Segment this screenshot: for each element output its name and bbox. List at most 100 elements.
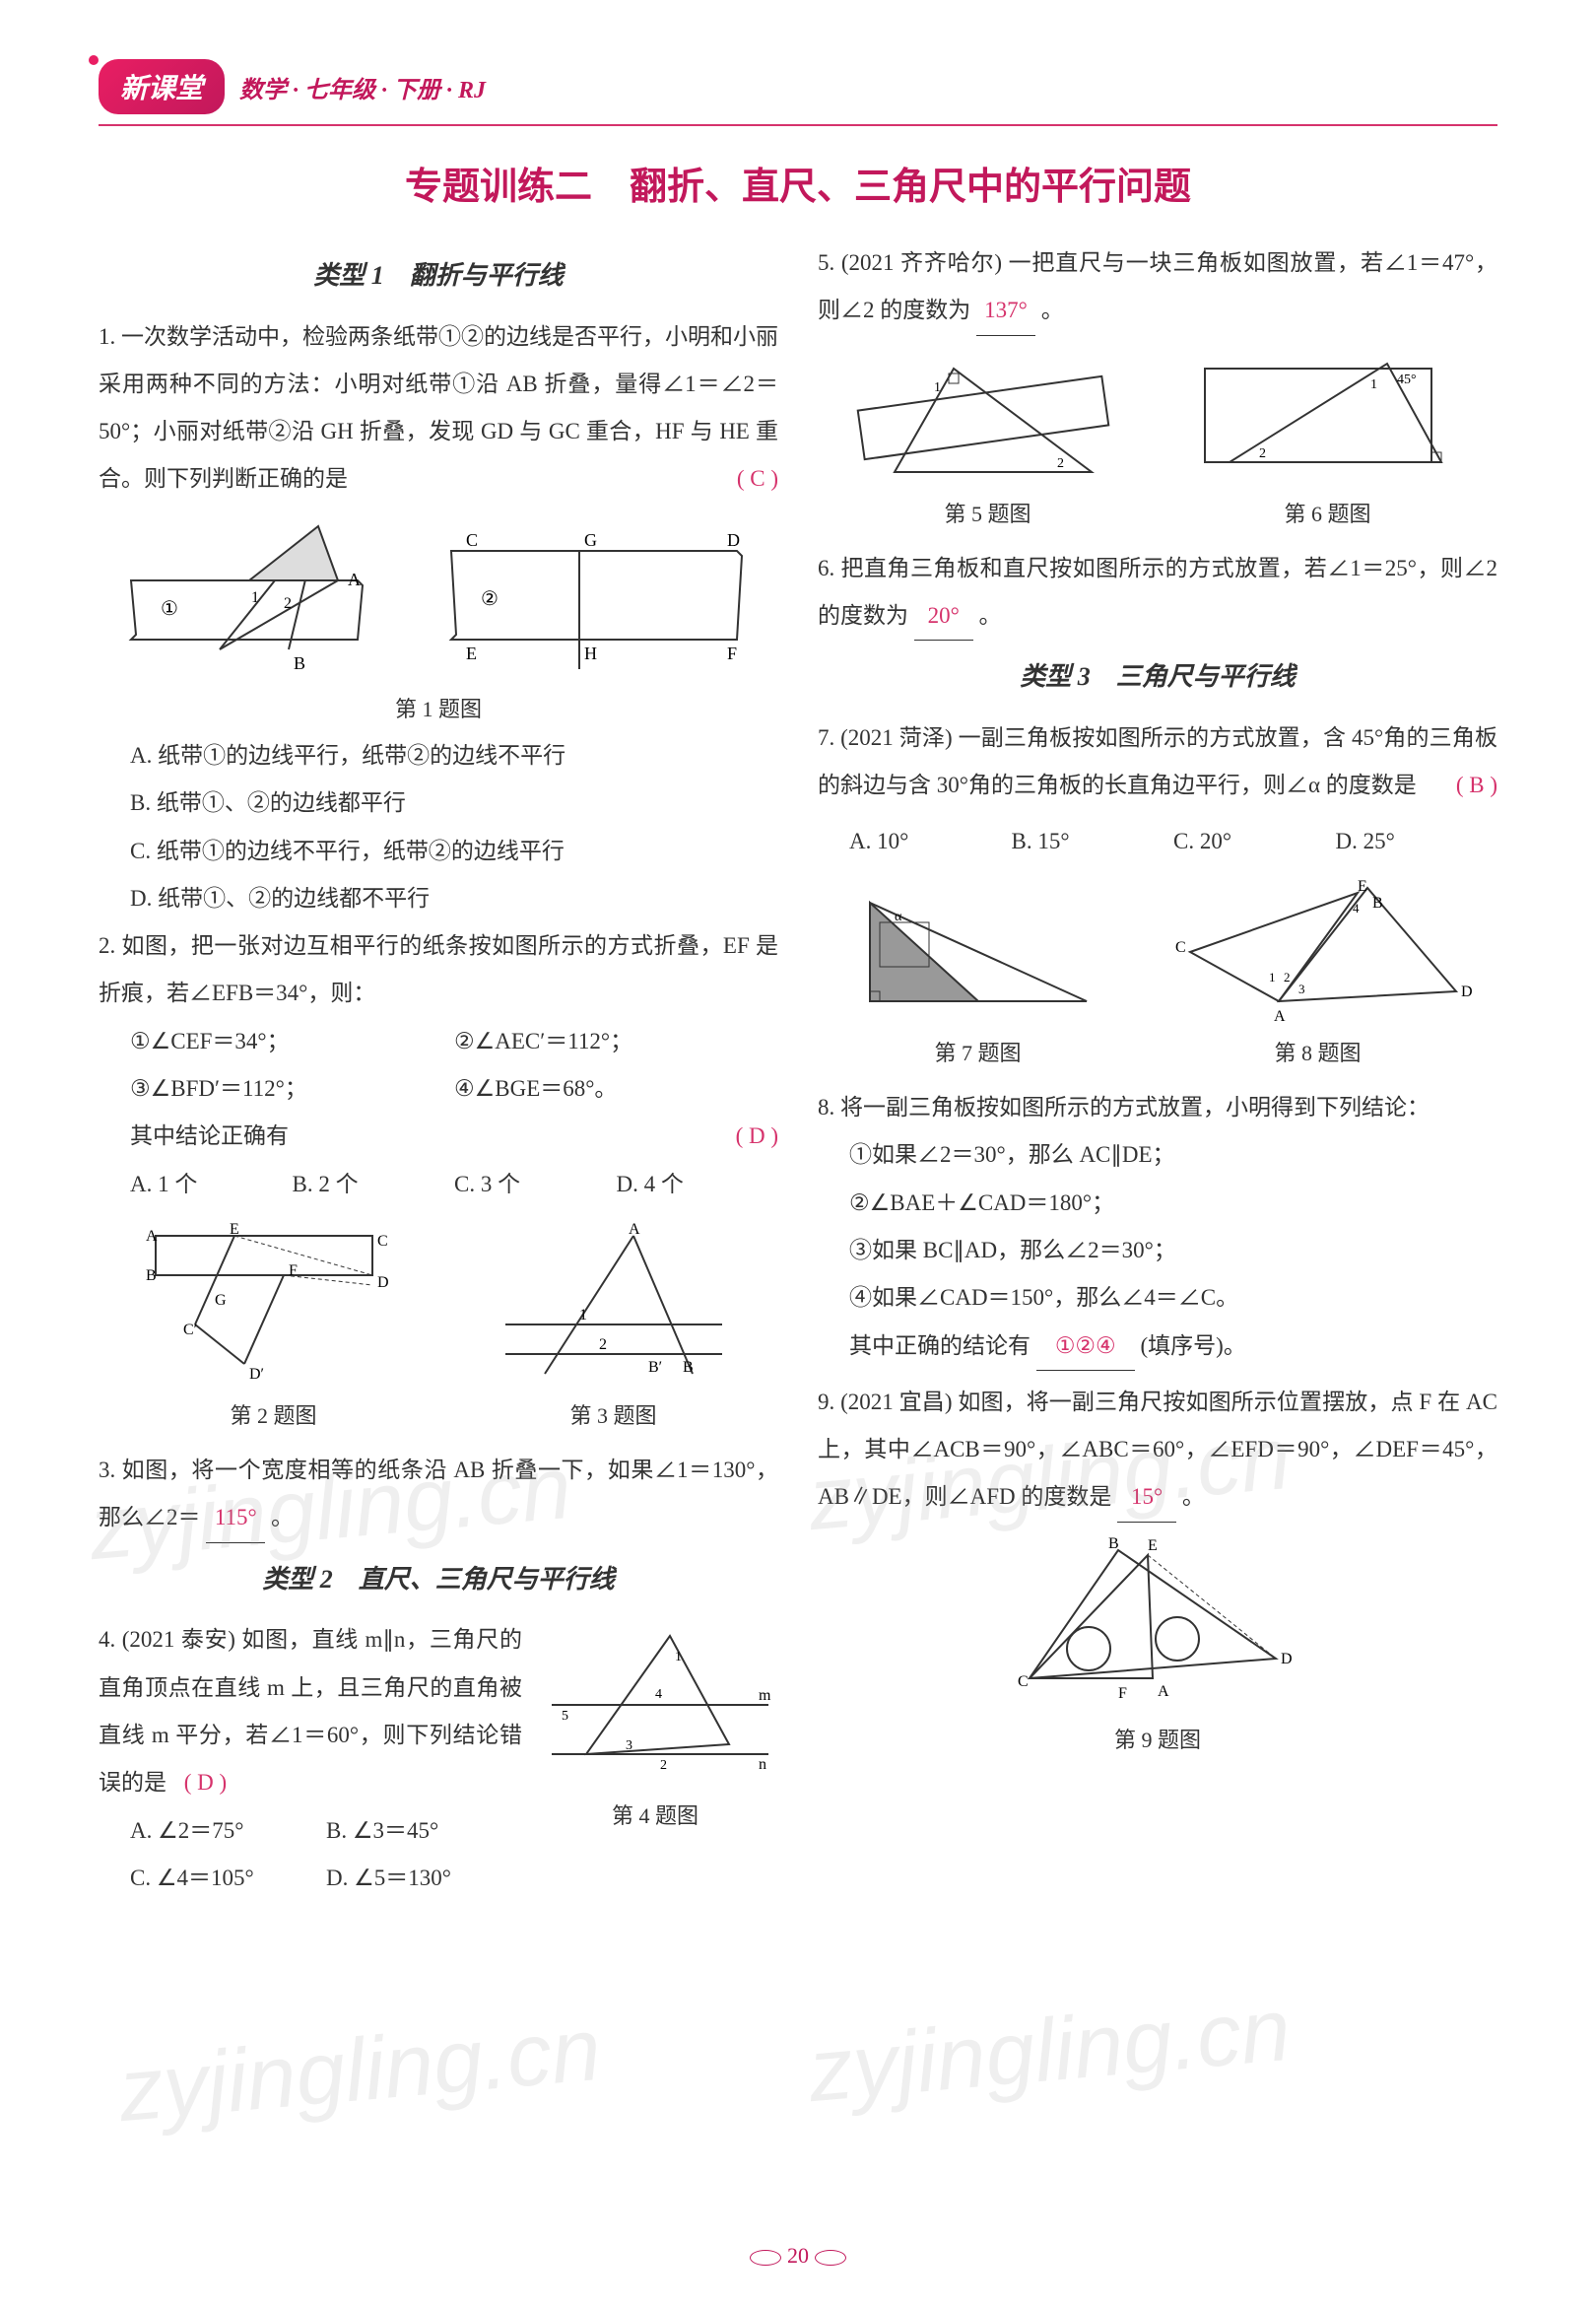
svg-text:α: α [895, 910, 902, 924]
figure-6: 45° 1 2 [1185, 344, 1471, 492]
problem-5-text: 5. (2021 齐齐哈尔) 一把直尺与一块三角板如图放置，若∠1＝47°，则∠… [818, 250, 1497, 322]
svg-text:1: 1 [1370, 377, 1377, 392]
problem-2: 2. 如图，把一张对边互相平行的纸条按如图所示的方式折叠，EF 是折痕，若∠EF… [99, 922, 778, 1208]
figure-2-3-row: A E C B F D G C′ D′ 第 2 题图 A 1 2 B [99, 1216, 778, 1439]
figure-1-label: 第 1 题图 [99, 687, 778, 732]
problem-4-opt-d: D. ∠5＝130° [326, 1855, 522, 1902]
section-3-title: 类型 3 三角尺与平行线 [818, 650, 1497, 705]
watermark-3: zyjingling.cn [114, 2000, 604, 2142]
svg-text:F: F [1118, 1685, 1127, 1702]
problem-4-opt-a: A. ∠2＝75° [130, 1807, 326, 1855]
watermark-4: zyjingling.cn [804, 1980, 1294, 2123]
svg-text:E: E [1358, 878, 1367, 895]
figure-9: B E C F A D [1000, 1530, 1315, 1718]
problem-5-answer: 137° [976, 287, 1035, 335]
problem-7-answer: ( B ) [1456, 762, 1497, 809]
problem-7-opt-c: C. 20° [1173, 818, 1336, 865]
figure-7: α [840, 873, 1116, 1031]
problem-8-line3: ③如果 BC∥AD，那么∠2＝30°； [818, 1227, 1497, 1274]
svg-text:1: 1 [579, 1307, 587, 1324]
problem-8-line2: ②∠BAE＋∠CAD＝180°； [818, 1180, 1497, 1227]
svg-text:E: E [1148, 1537, 1158, 1554]
problem-8-text: 8. 将一副三角板按如图所示的方式放置，小明得到下列结论： [818, 1084, 1497, 1131]
figure-5: 1 2 [845, 344, 1131, 492]
problem-1-text: 1. 一次数学活动中，检验两条纸带①②的边线是否平行，小明和小丽采用两种不同的方… [99, 324, 778, 492]
problem-3: 3. 如图，将一个宽度相等的纸条沿 AB 折叠一下，如果∠1＝130°，那么∠2… [99, 1447, 778, 1543]
svg-text:3: 3 [626, 1738, 632, 1753]
problem-5-period: 。 [1041, 298, 1064, 322]
svg-text:E: E [466, 644, 477, 663]
problem-8-answer: ①②④ [1036, 1323, 1135, 1371]
problem-8: 8. 将一副三角板按如图所示的方式放置，小明得到下列结论： ①如果∠2＝30°，… [818, 1084, 1497, 1371]
right-column: 5. (2021 齐齐哈尔) 一把直尺与一块三角板如图放置，若∠1＝47°，则∠… [818, 239, 1497, 1910]
problem-2-opt-c: C. 3 个 [454, 1161, 617, 1208]
svg-text:4: 4 [655, 1687, 662, 1702]
figure-2-label: 第 2 题图 [136, 1393, 412, 1439]
problem-1: 1. 一次数学活动中，检验两条纸带①②的边线是否平行，小明和小丽采用两种不同的方… [99, 313, 778, 504]
svg-text:D: D [727, 530, 740, 550]
problem-2-text: 2. 如图，把一张对边互相平行的纸条按如图所示的方式折叠，EF 是折痕，若∠EF… [99, 922, 778, 1018]
svg-text:H: H [584, 644, 597, 663]
figure-1-right: ② C G D E H F [441, 511, 757, 679]
figure-9-label: 第 9 题图 [818, 1718, 1497, 1763]
svg-text:5: 5 [562, 1709, 568, 1724]
figure-8: C A E B D 1 2 3 4 [1161, 873, 1476, 1031]
figure-6-label: 第 6 题图 [1185, 492, 1471, 537]
svg-text:m: m [759, 1687, 771, 1704]
problem-2-opt-d: D. 4 个 [617, 1161, 779, 1208]
problem-2-line1: ①∠CEF＝34°； [130, 1018, 454, 1065]
svg-text:2: 2 [1057, 456, 1064, 471]
problem-4-opt-b: B. ∠3＝45° [326, 1807, 522, 1855]
svg-text:A: A [1274, 1008, 1286, 1025]
problem-9-answer: 15° [1117, 1473, 1176, 1522]
figure-3: A 1 2 B B′ [486, 1216, 742, 1393]
problem-7-opt-d: D. 25° [1336, 818, 1498, 865]
svg-text:A: A [1158, 1683, 1169, 1700]
svg-text:F: F [727, 644, 737, 663]
svg-text:C: C [377, 1233, 388, 1250]
svg-text:C′: C′ [183, 1322, 197, 1338]
svg-text:D: D [1461, 984, 1473, 1000]
problem-6-answer: 20° [914, 592, 973, 641]
problem-4-answer: ( D ) [184, 1770, 227, 1795]
svg-text:B′: B′ [648, 1359, 662, 1376]
problem-7-opt-a: A. 10° [849, 818, 1012, 865]
problem-4: m n 1 4 5 3 2 第 4 题图 4. (2021 泰安) 如图，直线 … [99, 1616, 778, 1902]
svg-text:G: G [215, 1292, 227, 1309]
problem-8-line5: 其中正确的结论有 [849, 1333, 1031, 1358]
problem-1-opt-c: C. 纸带①的边线不平行，纸带②的边线平行 [130, 828, 778, 875]
svg-text:1: 1 [251, 589, 259, 606]
problem-7-text: 7. (2021 菏泽) 一副三角板按如图所示的方式放置，含 45°角的三角板的… [818, 725, 1497, 797]
brand-badge: 新课堂 [99, 59, 225, 114]
problem-8-line4: ④如果∠CAD＝150°，那么∠4＝∠C。 [818, 1274, 1497, 1322]
figure-1-left: ① A B 1 2 [121, 511, 397, 679]
figure-7-8-row: α 第 7 题图 C A E B D 1 2 3 4 第 8 题图 [818, 873, 1497, 1076]
figure-2: A E C B F D G C′ D′ [136, 1216, 412, 1393]
header-subtitle: 数学 · 七年级 · 下册 · RJ [239, 70, 486, 104]
svg-text:4: 4 [1353, 901, 1360, 916]
figure-7-label: 第 7 题图 [840, 1031, 1116, 1076]
problem-2-opt-b: B. 2 个 [293, 1161, 455, 1208]
page-number: 20 [744, 2243, 852, 2269]
svg-text:C: C [466, 530, 478, 550]
figure-8-label: 第 8 题图 [1161, 1031, 1476, 1076]
problem-2-answer: ( D ) [736, 1113, 778, 1160]
page-title: 专题训练二 翻折、直尺、三角尺中的平行问题 [99, 156, 1497, 210]
svg-text:②: ② [481, 588, 499, 610]
svg-text:2: 2 [1284, 970, 1291, 984]
svg-text:n: n [759, 1756, 766, 1773]
section-2-title: 类型 2 直尺、三角尺与平行线 [99, 1553, 778, 1607]
svg-text:A: A [629, 1221, 640, 1238]
figure-5-label: 第 5 题图 [845, 492, 1131, 537]
problem-2-line2: ②∠AEC′＝112°； [454, 1018, 778, 1065]
svg-text:1: 1 [1269, 970, 1276, 984]
section-1-title: 类型 1 翻折与平行线 [99, 249, 778, 304]
svg-text:45°: 45° [1397, 373, 1417, 387]
problem-1-answer: ( C ) [737, 455, 778, 503]
problem-1-opt-d: D. 纸带①、②的边线都不平行 [130, 875, 778, 922]
page-header: 新课堂 数学 · 七年级 · 下册 · RJ [99, 59, 1497, 126]
figure-5-6-row: 1 2 第 5 题图 45° 1 2 第 6 题图 [818, 344, 1497, 537]
problem-8-tail: (填序号)。 [1141, 1333, 1246, 1358]
svg-text:2: 2 [660, 1758, 667, 1773]
problem-8-line1: ①如果∠2＝30°，那么 AC∥DE； [818, 1131, 1497, 1179]
